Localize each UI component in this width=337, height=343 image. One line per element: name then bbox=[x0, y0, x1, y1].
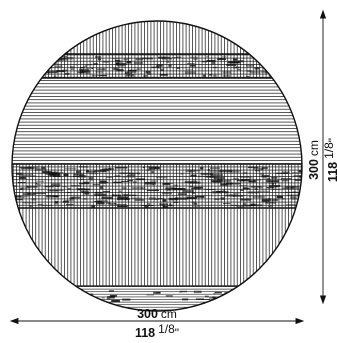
height-metric-label: 300cm bbox=[307, 140, 321, 180]
band-top-vertical bbox=[12, 21, 302, 54]
band-horizontal-large bbox=[12, 78, 302, 164]
rug-outline bbox=[11, 20, 303, 312]
height-imperial-label: 1181/8" bbox=[322, 138, 337, 182]
band-vertical-lower bbox=[12, 208, 302, 286]
width-imperial-label: 118 1/8" bbox=[135, 322, 179, 340]
width-metric-label: 300 cm bbox=[137, 307, 177, 321]
woven-texture-middle bbox=[12, 166, 302, 209]
height-dimension-line bbox=[319, 9, 327, 305]
width-dimension-line bbox=[9, 317, 305, 325]
